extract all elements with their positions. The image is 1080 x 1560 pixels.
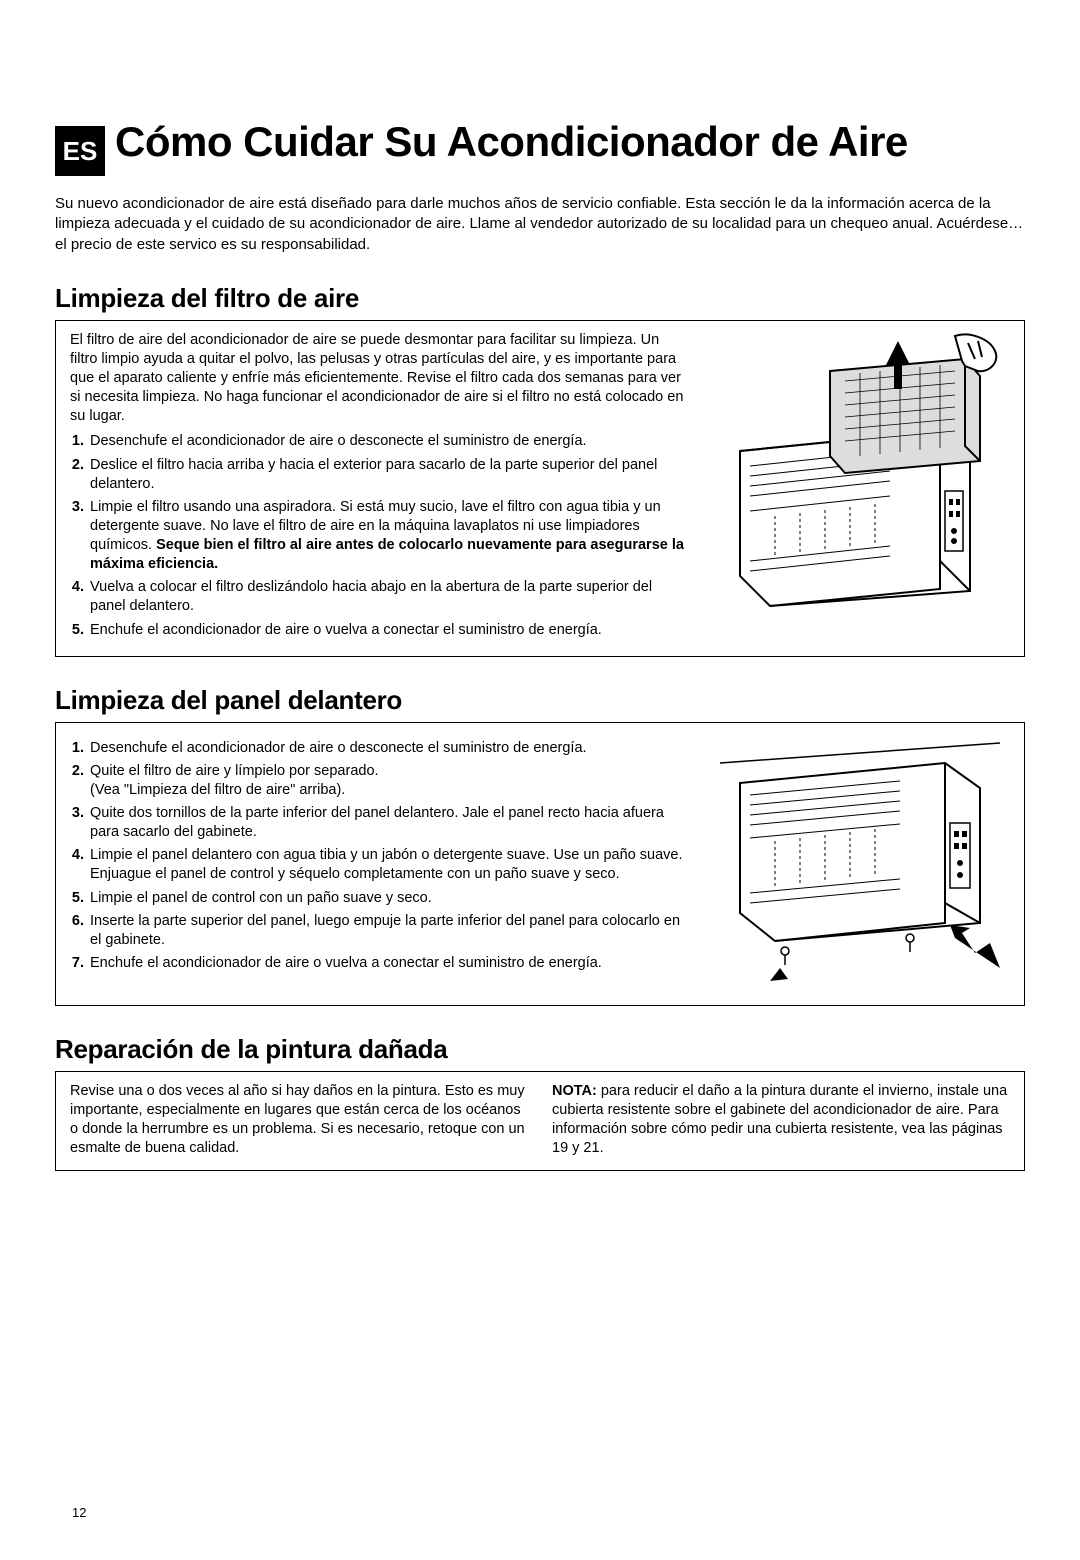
front-panel-removal-icon xyxy=(710,733,1010,993)
section1-text: El filtro de aire del acondicionador de … xyxy=(70,331,690,644)
section2-step: Inserte la parte superior del panel, lue… xyxy=(88,912,690,950)
section3-col2: NOTA: para reducir el daño a la pintura … xyxy=(552,1082,1010,1159)
intro-paragraph: Su nuevo acondicionador de aire está dis… xyxy=(55,194,1025,255)
section3-col1: Revise una o dos veces al año si hay dañ… xyxy=(70,1082,528,1159)
section1-step: Vuelva a colocar el filtro deslizándolo … xyxy=(88,578,690,616)
section2-step: Limpie el panel delantero con agua tibia… xyxy=(88,846,690,884)
section1-box: El filtro de aire del acondicionador de … xyxy=(55,320,1025,657)
filter-removal-icon xyxy=(710,331,1010,611)
section1-lead: El filtro de aire del acondicionador de … xyxy=(70,331,690,427)
section2-steps: Desenchufe el acondicionador de aire o d… xyxy=(70,739,690,973)
section1-illustration xyxy=(710,331,1010,644)
section1-step: Limpie el filtro usando una aspiradora. … xyxy=(88,498,690,575)
section2-step: Quite dos tornillos de la parte inferior… xyxy=(88,804,690,842)
page-title: Cómo Cuidar Su Acondicionador de Aire xyxy=(115,120,908,164)
title-row: ES Cómo Cuidar Su Acondicionador de Aire xyxy=(55,120,1025,176)
section2-heading: Limpieza del panel delantero xyxy=(55,685,1025,716)
section2-step: Enchufe el acondicionador de aire o vuel… xyxy=(88,954,690,973)
section2-illustration xyxy=(710,733,1010,993)
language-badge: ES xyxy=(55,126,105,176)
section2-text: Desenchufe el acondicionador de aire o d… xyxy=(70,733,690,993)
section1-step: Enchufe el acondicionador de aire o vuel… xyxy=(88,621,690,640)
section1-steps: Desenchufe el acondicionador de aire o d… xyxy=(70,432,690,639)
section2-step: Quite el filtro de aire y límpielo por s… xyxy=(88,762,690,800)
page-number: 12 xyxy=(72,1505,86,1520)
section2-step: Limpie el panel de control con un paño s… xyxy=(88,889,690,908)
section3-box: Revise una o dos veces al año si hay dañ… xyxy=(55,1071,1025,1172)
section2-box: Desenchufe el acondicionador de aire o d… xyxy=(55,722,1025,1006)
section3-heading: Reparación de la pintura dañada xyxy=(55,1034,1025,1065)
section1-heading: Limpieza del filtro de aire xyxy=(55,283,1025,314)
section1-step: Desenchufe el acondicionador de aire o d… xyxy=(88,432,690,451)
section1-step: Deslice el filtro hacia arriba y hacia e… xyxy=(88,456,690,494)
section2-step: Desenchufe el acondicionador de aire o d… xyxy=(88,739,690,758)
